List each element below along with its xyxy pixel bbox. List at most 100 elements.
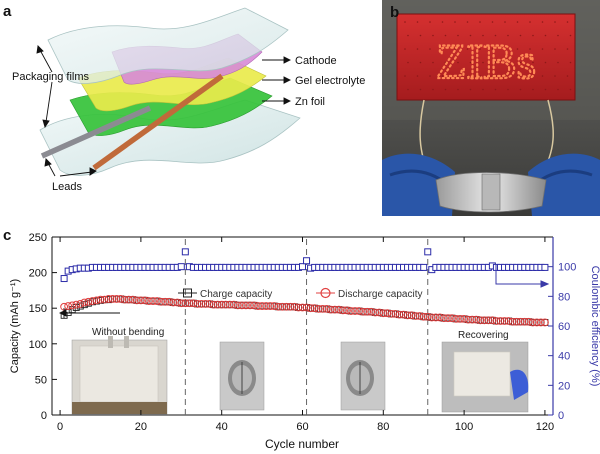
x-tick-label: 20 (135, 421, 147, 433)
y-right-tick-label: 40 (558, 351, 570, 363)
discharge-point (524, 317, 533, 326)
y-right-tick-label: 100 (558, 262, 576, 274)
discharge-point (233, 301, 242, 310)
discharge-point (444, 314, 452, 323)
discharge-point (124, 295, 133, 304)
discharge-point (250, 301, 258, 310)
led-dot (416, 75, 419, 77)
x-tick-label: 80 (377, 421, 389, 433)
led-dot (416, 48, 419, 50)
data-points (60, 248, 549, 327)
discharge-point (359, 307, 368, 316)
legend-charge-marker (183, 288, 192, 298)
led-dot (507, 88, 509, 91)
discharge-point (274, 302, 283, 311)
panel-c-letter: c (3, 227, 11, 244)
led-sign-text: ZIBs (436, 33, 536, 89)
led-dot (432, 34, 434, 37)
discharge-point (343, 306, 351, 315)
led-dot (419, 34, 422, 37)
discharge-point (476, 316, 485, 325)
led-dot (566, 21, 569, 23)
led-dot (491, 75, 494, 77)
discharge-point (367, 307, 376, 316)
discharge-point (339, 306, 347, 315)
led-dot (457, 34, 459, 37)
discharge-point (149, 297, 157, 305)
led-dot (507, 34, 509, 37)
discharge-point (108, 295, 117, 303)
led-dot (541, 75, 544, 77)
discharge-point (217, 300, 226, 309)
discharge-point (290, 302, 299, 311)
y-right-tick-label: 60 (558, 321, 570, 333)
efficiency-point (181, 248, 189, 256)
led-dot (541, 21, 544, 23)
led-dot (532, 34, 534, 37)
efficiency-point (424, 248, 432, 256)
discharge-point (440, 314, 448, 323)
tick-labels: 0 20 40 60 80 100 120 0 50 100 150 200 250 0 20 40 60 80 1… (29, 232, 577, 433)
led-dot (516, 75, 519, 77)
led-dot (516, 48, 519, 50)
y-left-tick-label: 150 (29, 303, 47, 315)
panel-c: c (3, 227, 600, 451)
discharge-point (403, 311, 412, 320)
led-dot (454, 21, 456, 23)
discharge-point (492, 317, 501, 325)
y-left-tick-label: 0 (41, 410, 47, 422)
discharge-point (209, 300, 218, 309)
discharge-point (383, 309, 392, 318)
legend-discharge-label: Discharge capacity (338, 289, 422, 300)
tick-marks (52, 236, 553, 416)
without-bending-label: Without bending (92, 327, 164, 338)
discharge-point (411, 312, 420, 320)
discharge-point (80, 298, 89, 307)
efficiency-axis-arrow (495, 264, 550, 288)
led-dot (494, 88, 497, 91)
packaging-films-label: Packaging films (12, 71, 90, 83)
discharge-point (128, 295, 137, 304)
x-tick-label: 40 (216, 421, 228, 433)
discharge-point (136, 296, 145, 305)
led-dot (557, 88, 559, 91)
discharge-point (120, 295, 129, 304)
led-dot (544, 88, 547, 91)
discharge-point (512, 317, 521, 326)
led-dot (457, 61, 459, 64)
discharge-point (221, 300, 230, 309)
y-right-tick-label: 20 (558, 380, 570, 392)
led-dot (569, 61, 572, 64)
discharge-point (88, 297, 97, 305)
glove-right (528, 153, 600, 216)
led-dot (454, 48, 456, 50)
discharge-point (132, 296, 141, 305)
efficiency-point (60, 275, 68, 283)
discharge-point (484, 316, 493, 325)
discharge-point (334, 305, 343, 314)
led-dot (432, 61, 434, 64)
led-dot (482, 34, 484, 37)
discharge-point (423, 312, 432, 321)
x-tick-label: 100 (455, 421, 473, 433)
recovering-label: Recovering (458, 330, 509, 341)
discharge-point (395, 310, 404, 319)
discharge-point (282, 302, 291, 311)
led-dot (469, 34, 472, 37)
led-dot (494, 61, 497, 64)
led-dot (541, 48, 544, 50)
led-dot (432, 88, 434, 91)
discharge-point (351, 307, 359, 315)
leads-label: Leads (52, 181, 82, 193)
led-dot (532, 61, 534, 64)
led-dot (504, 75, 506, 77)
panel-b: ZIBs b (382, 0, 600, 216)
y-right-tick-label: 80 (558, 291, 570, 303)
discharge-point (496, 317, 505, 325)
discharge-point (185, 299, 194, 308)
discharge-point (399, 310, 408, 319)
led-dots (404, 21, 572, 91)
discharge-point (278, 302, 287, 311)
discharge-point (480, 316, 489, 325)
discharge-point (326, 305, 335, 314)
